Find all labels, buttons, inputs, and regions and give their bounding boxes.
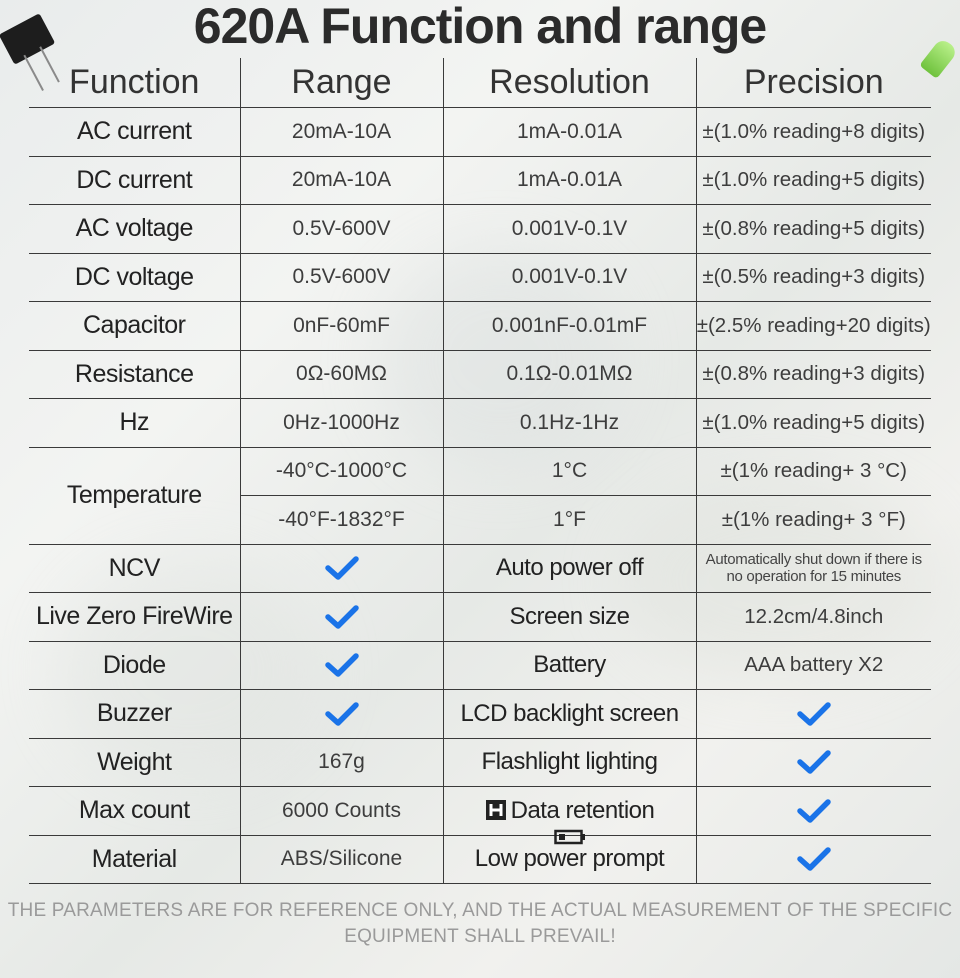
feature-name-cell: Buzzer [29,689,241,739]
feature-name-cell: Max count [29,786,241,836]
resolution-cell: 0.001V-0.1V [443,253,697,302]
feature-value-cell: 12.2cm/4.8inch [696,592,931,642]
feature-name-cell: Flashlight lighting [443,738,697,787]
feature-name-cell: NCV [29,544,241,593]
resolution-cell: 0.001nF-0.01mF [443,301,697,351]
feature-value-cell [696,689,931,739]
table-row: Hz 0Hz-1000Hz 0.1Hz-1Hz ±(1.0% reading+5 di… [29,398,931,448]
table-row: AC current 20mA-10A 1mA-0.01A ±(1.0% readin… [29,107,931,157]
table-row: DC voltage 0.5V-600V 0.001V-0.1V ±(0.5% rea… [29,253,931,302]
feature-value-cell [240,544,444,593]
feature-value-cell [696,738,931,787]
precision-cell: ±(1.0% reading+5 digits) [696,156,931,205]
spec-table: Function Range Resolution Precision AC c… [29,58,931,884]
precision-cell: ±(2.5% reading+20 digits) [696,301,931,351]
check-icon [324,702,359,726]
feature-value-cell [240,592,444,642]
feature-label: Data retention [510,796,655,824]
feature-value-cell: 6000 Counts [240,786,444,836]
header-function: Function [29,58,241,108]
feature-name-cell: Screen size [443,592,697,642]
table-row: Capacitor 0nF-60mF 0.001nF-0.01mF ±(2.5% re… [29,301,931,351]
range-cell: 0Hz-1000Hz [240,398,444,448]
feature-row: Material ABS/Silicone Low power prompt [29,830,931,884]
feature-value-cell: ABS/Silicone [240,835,444,884]
precision-cell: ±(1.0% reading+8 digits) [696,107,931,157]
table-row: Resistance 0Ω-60MΩ 0.1Ω-0.01MΩ ±(0.8% readi… [29,350,931,399]
feature-row: Weight 167g Flashlight lighting [29,738,931,787]
feature-name-cell: LCD backlight screen [443,689,697,739]
check-icon [324,556,359,580]
precision-cell: ±(1.0% reading+5 digits) [696,398,931,448]
hold-icon [485,799,506,820]
table-row: Temperature -40°C-1000°C 1°C ±(1% reading+ … [29,447,931,545]
resolution-cell: 0.1Ω-0.01MΩ [443,350,697,399]
table-row: DC current 20mA-10A 1mA-0.01A ±(1.0% readin… [29,156,931,205]
range-cell: 0.5V-600V [240,253,444,302]
feature-value-cell [240,641,444,690]
function-cell: AC current [29,107,241,157]
resolution-cell: 0.1Hz-1Hz [443,398,697,448]
range-cell: 0Ω-60MΩ [240,350,444,399]
feature-name-cell: Low power prompt [443,830,697,884]
range-cell: 20mA-10A [240,107,444,157]
feature-name-cell: Material [29,835,241,884]
feature-row: Max count 6000 Counts Data retention [29,786,931,836]
feature-row: Buzzer LCD backlight screen [29,689,931,739]
check-icon [324,653,359,677]
function-cell: Resistance [29,350,241,399]
feature-value-cell: AAA battery X2 [696,641,931,690]
range-cell: 20mA-10A [240,156,444,205]
feature-row: Diode Battery AAA battery X2 [29,641,931,690]
range-cell: -40°F-1832°F [240,495,444,545]
feature-value-cell: Automatically shut down if there is no o… [696,544,931,593]
resolution-cell: 1°F [443,495,697,545]
check-icon [797,799,831,823]
battery-icon [553,830,585,845]
feature-value-cell [696,835,931,884]
function-cell: Temperature [29,447,241,545]
feature-label: Low power prompt [474,845,665,873]
header-resolution: Resolution [443,58,697,108]
header-precision: Precision [696,58,931,108]
feature-value-cell: 167g [240,738,444,787]
resolution-cell: 1mA-0.01A [443,107,697,157]
feature-name-cell: Weight [29,738,241,787]
table-header-row: Function Range Resolution Precision [29,58,931,108]
feature-row: Live Zero FireWire Screen size 12.2cm/4.8… [29,592,931,642]
feature-name-cell: Auto power off [443,544,697,593]
precision-cell: ±(1% reading+ 3 °C) [696,447,931,496]
feature-value-cell [240,689,444,739]
check-icon [797,750,831,774]
function-cell: Capacitor [29,301,241,351]
range-cell: 0nF-60mF [240,301,444,351]
range-cell: 0.5V-600V [240,204,444,254]
feature-name-cell: Battery [443,641,697,690]
precision-cell: ±(0.5% reading+3 digits) [696,253,931,302]
feature-row: NCV Auto power off Automatically shut dow… [29,544,931,593]
feature-value-cell [696,786,931,836]
feature-name-cell: Live Zero FireWire [29,592,241,642]
function-cell: DC voltage [29,253,241,302]
function-cell: AC voltage [29,204,241,254]
check-icon [797,847,831,871]
range-cell: -40°C-1000°C [240,447,444,496]
resolution-cell: 0.001V-0.1V [443,204,697,254]
disclaimer-footer: THE PARAMETERS ARE FOR REFERENCE ONLY, A… [7,900,953,947]
precision-cell: ±(0.8% reading+3 digits) [696,350,931,399]
header-range: Range [240,58,444,108]
precision-cell: ±(0.8% reading+5 digits) [696,204,931,254]
feature-name-cell: Diode [29,641,241,690]
check-icon [797,702,831,726]
check-icon [324,605,359,629]
table-row: AC voltage 0.5V-600V 0.001V-0.1V ±(0.8% rea… [29,204,931,254]
page-title: 620A Function and range [193,0,767,54]
resolution-cell: 1mA-0.01A [443,156,697,205]
function-cell: Hz [29,398,241,448]
feature-name-cell: Data retention [443,786,697,836]
table-row: -40°F-1832°F 1°F ±(1% reading+ 3 °F) [29,495,931,545]
resolution-cell: 1°C [443,447,697,496]
precision-cell: ±(1% reading+ 3 °F) [696,495,931,545]
function-cell: DC current [29,156,241,205]
